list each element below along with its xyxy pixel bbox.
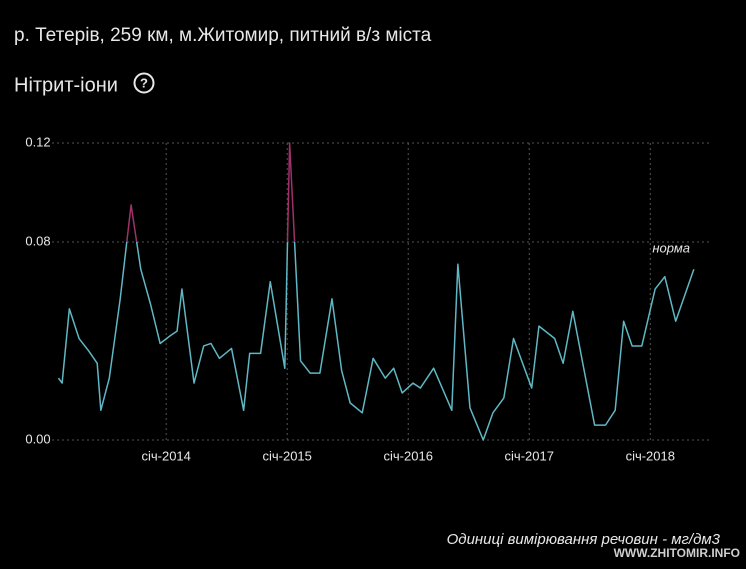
help-icon-text: ? xyxy=(140,75,148,90)
watermark: WWW.ZHITOMIR.INFO xyxy=(614,546,740,560)
series-line xyxy=(57,242,695,441)
norm-label: норма xyxy=(652,240,690,255)
page-title: р. Тетерів, 259 км, м.Житомир, питний в/… xyxy=(14,25,432,46)
x-tick-label: січ-2018 xyxy=(626,448,675,463)
x-tick-label: січ-2015 xyxy=(262,448,311,463)
help-icon[interactable] xyxy=(133,72,155,94)
units-note: Одиниці вимірювання речовин - мг/дм3 xyxy=(447,531,721,548)
y-tick-label: 0.12 xyxy=(25,134,50,149)
y-tick-label: 0.08 xyxy=(25,233,50,248)
x-tick-label: січ-2017 xyxy=(505,448,554,463)
y-tick-label: 0.00 xyxy=(25,431,50,446)
x-tick-label: січ-2014 xyxy=(141,448,190,463)
chart-title: Нітрит-іони xyxy=(14,74,118,96)
x-tick-label: січ-2016 xyxy=(384,448,433,463)
